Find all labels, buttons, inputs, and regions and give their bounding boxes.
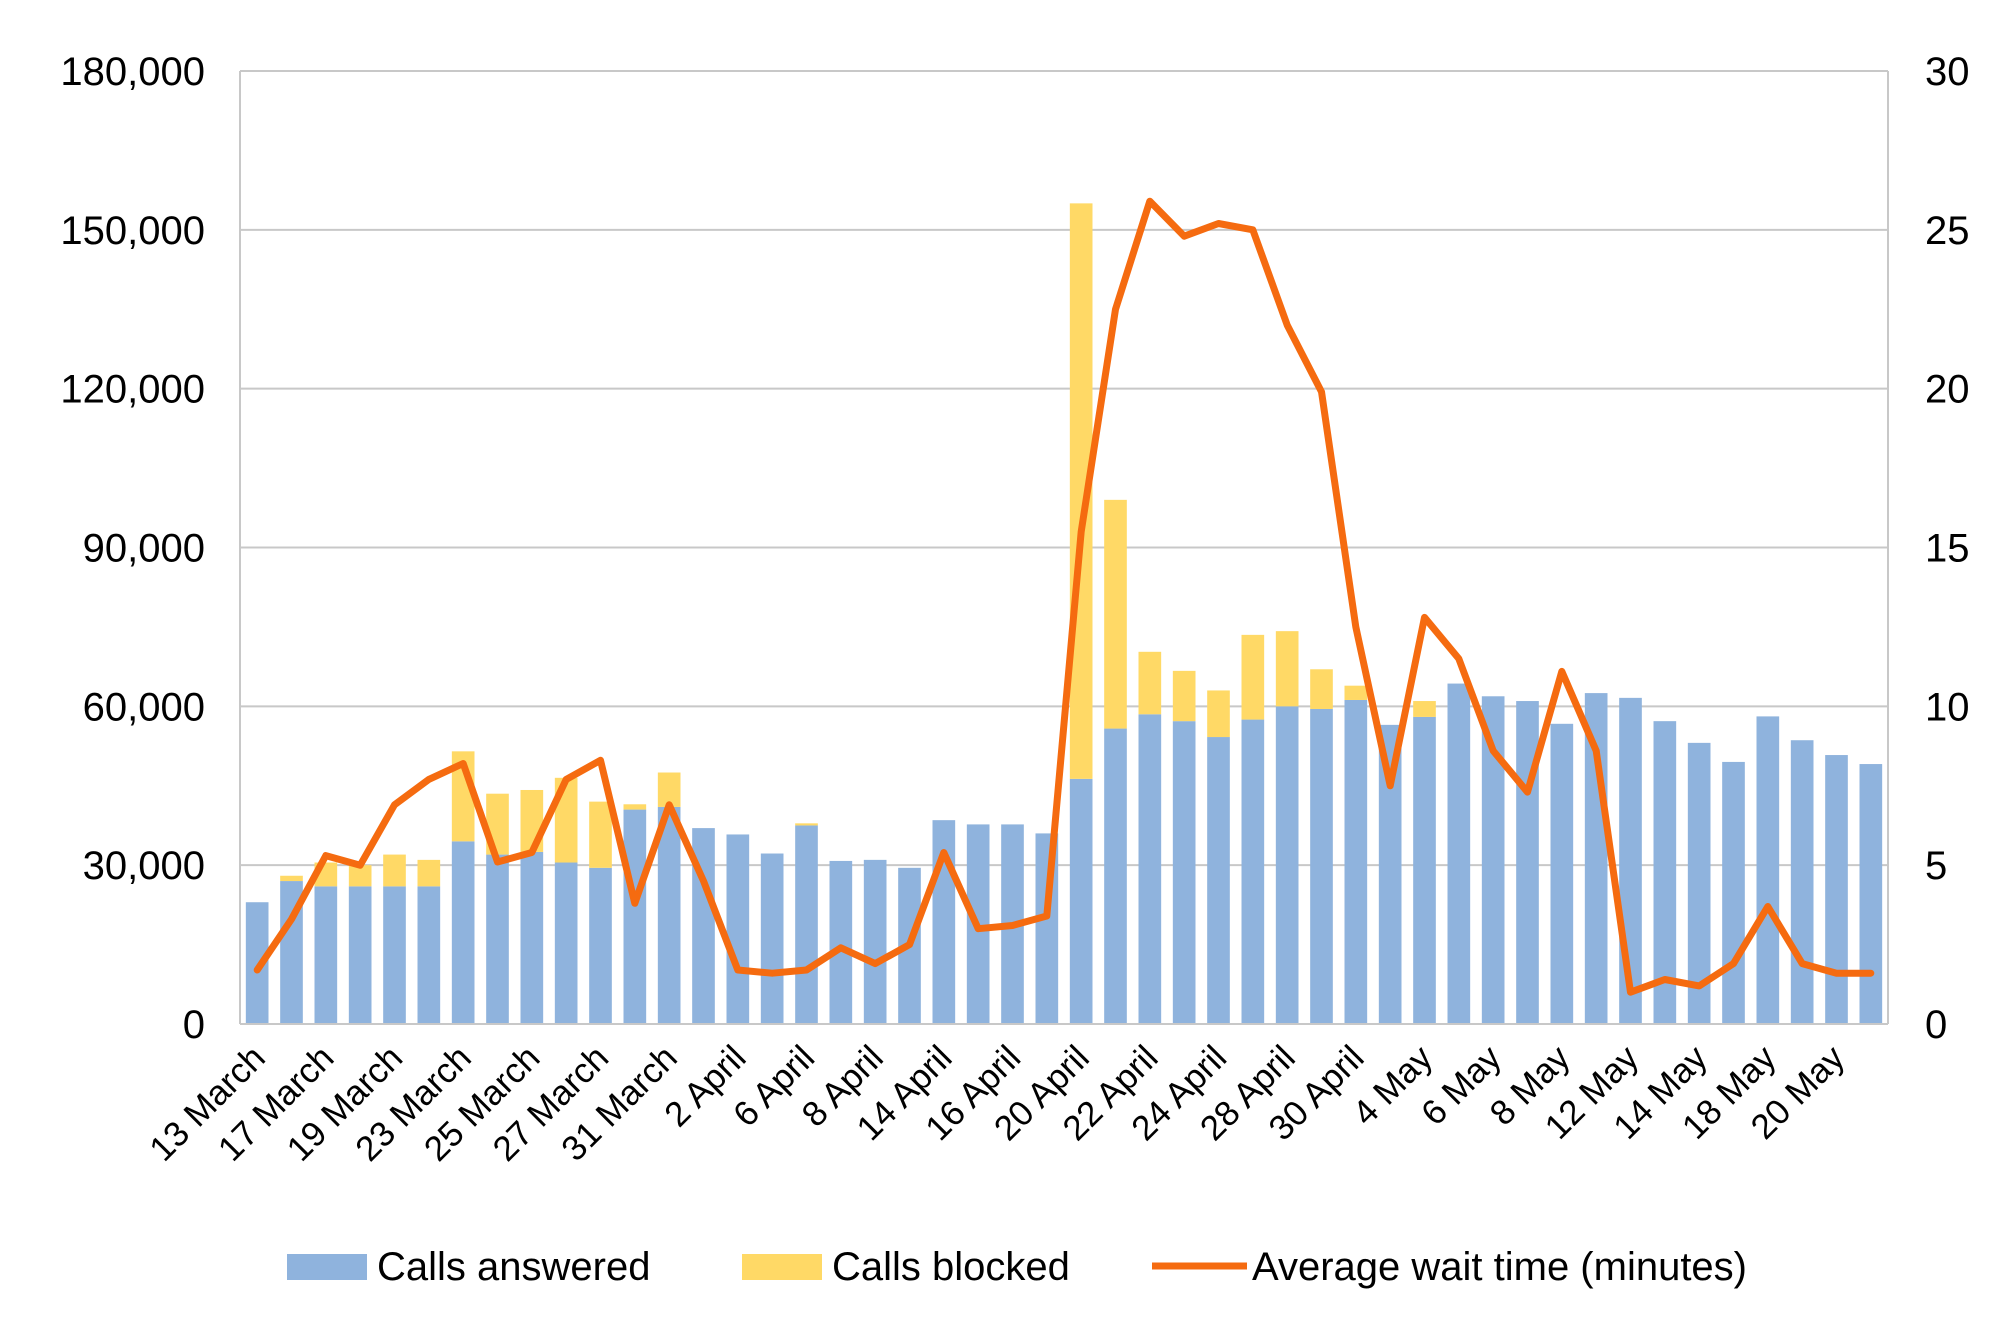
bar-calls-blocked	[280, 875, 303, 882]
bar-calls-blocked	[1310, 669, 1333, 709]
bar-calls-answered	[314, 886, 338, 1024]
bar-calls-answered	[1722, 761, 1745, 1024]
bar-calls-answered	[863, 859, 887, 1024]
bar-calls-answered	[1310, 708, 1333, 1024]
legend-item-calls-answered: Calls answered	[287, 1245, 650, 1289]
bar-calls-answered	[1447, 683, 1471, 1024]
axes	[239, 71, 1889, 1025]
bar-calls-blocked	[1138, 651, 1162, 715]
legend-swatch	[287, 1254, 367, 1280]
bar-calls-answered	[451, 841, 475, 1024]
average-wait-time-line	[253, 197, 1875, 996]
bar-calls-answered	[657, 806, 681, 1024]
left-axis-tick-label: 150,000	[60, 209, 205, 253]
bar-calls-answered	[245, 902, 269, 1024]
bar-calls-answered	[760, 853, 784, 1024]
left-axis-tick-label: 90,000	[83, 527, 205, 571]
bar-calls-blocked	[1172, 670, 1196, 722]
bar-calls-blocked	[657, 772, 681, 807]
left-axis-tick-label: 60,000	[83, 685, 205, 729]
right-axis-tick-label: 20	[1925, 368, 1970, 412]
bar-calls-answered	[1687, 742, 1711, 1024]
right-axis-tick-label: 0	[1925, 1003, 1947, 1047]
bar-calls-answered	[383, 886, 406, 1024]
legend-label: Calls answered	[377, 1245, 650, 1289]
bar-calls-answered	[692, 828, 715, 1024]
right-axis-tick-label: 25	[1925, 209, 1970, 253]
bar-calls-answered	[1378, 724, 1402, 1024]
bar-calls-answered	[1550, 723, 1574, 1024]
legend-label: Average wait time (minutes)	[1252, 1245, 1747, 1289]
bar-calls-answered	[1825, 755, 1848, 1024]
bar-calls-answered	[280, 881, 303, 1024]
bar-calls-answered	[1516, 701, 1539, 1024]
bars	[245, 203, 1883, 1024]
right-axis-tick-label: 30	[1925, 50, 1970, 94]
left-axis-tick-label: 0	[183, 1003, 205, 1047]
bar-calls-blocked	[417, 859, 441, 887]
bar-calls-blocked	[1275, 631, 1299, 707]
bar-calls-answered	[1653, 721, 1677, 1024]
bar-calls-blocked	[348, 865, 372, 887]
bar-calls-blocked	[795, 823, 818, 826]
right-axis-tick-label: 5	[1925, 844, 1947, 888]
legend: Calls answered Calls blocked Average wait …	[287, 1245, 1747, 1289]
legend-label: Calls blocked	[832, 1245, 1070, 1289]
bar-calls-answered	[1104, 728, 1127, 1024]
bar-calls-answered	[1756, 716, 1780, 1024]
bar-calls-blocked	[1344, 685, 1368, 700]
bar-calls-answered	[623, 809, 647, 1024]
bar-calls-blocked	[589, 801, 612, 868]
bar-calls-blocked	[1207, 690, 1230, 738]
bar-calls-blocked	[383, 854, 406, 887]
bar-calls-blocked	[1241, 634, 1265, 720]
legend-item-average-wait-time: Average wait time (minutes)	[1152, 1245, 1747, 1289]
bar-calls-answered	[417, 886, 441, 1024]
left-axis-tick-label: 120,000	[60, 368, 205, 412]
bar-calls-answered	[1172, 721, 1196, 1024]
bar-calls-answered	[1481, 696, 1505, 1024]
right-axis-tick-label: 10	[1925, 685, 1970, 729]
wait-time-line-layer	[253, 197, 1875, 996]
bar-calls-blocked	[623, 804, 647, 810]
bar-calls-answered	[1344, 699, 1368, 1024]
left-axis-tick-label: 30,000	[83, 844, 205, 888]
bar-calls-answered	[1241, 719, 1265, 1024]
right-axis-tick-labels: 0 5 10 15 20 25 30	[1925, 50, 1970, 1047]
bar-calls-answered	[589, 867, 612, 1024]
bar-calls-answered	[486, 854, 509, 1024]
bar-calls-answered	[1275, 706, 1299, 1024]
bar-calls-answered	[348, 886, 372, 1024]
left-axis-tick-label: 180,000	[60, 50, 205, 94]
bar-calls-blocked	[1413, 701, 1436, 717]
bar-calls-answered	[520, 851, 544, 1024]
left-axis-tick-labels: 0 30,000 60,000 90,000 120,000 150,000 180,000	[60, 50, 205, 1047]
bar-calls-answered	[1138, 714, 1162, 1024]
bar-calls-answered	[1069, 778, 1093, 1024]
bar-calls-answered	[726, 834, 750, 1024]
bar-calls-blocked	[1069, 203, 1093, 779]
bar-calls-blocked	[1104, 499, 1127, 729]
bar-calls-answered	[829, 860, 853, 1024]
bar-calls-answered	[795, 825, 818, 1024]
bar-calls-answered	[1790, 740, 1814, 1024]
legend-swatch	[742, 1254, 822, 1280]
bar-calls-answered	[554, 862, 578, 1024]
bar-calls-answered	[1859, 764, 1883, 1024]
right-axis-tick-label: 15	[1925, 527, 1970, 571]
bar-calls-answered	[1207, 737, 1230, 1024]
legend-item-calls-blocked: Calls blocked	[742, 1245, 1070, 1289]
bar-calls-answered	[1413, 716, 1436, 1024]
